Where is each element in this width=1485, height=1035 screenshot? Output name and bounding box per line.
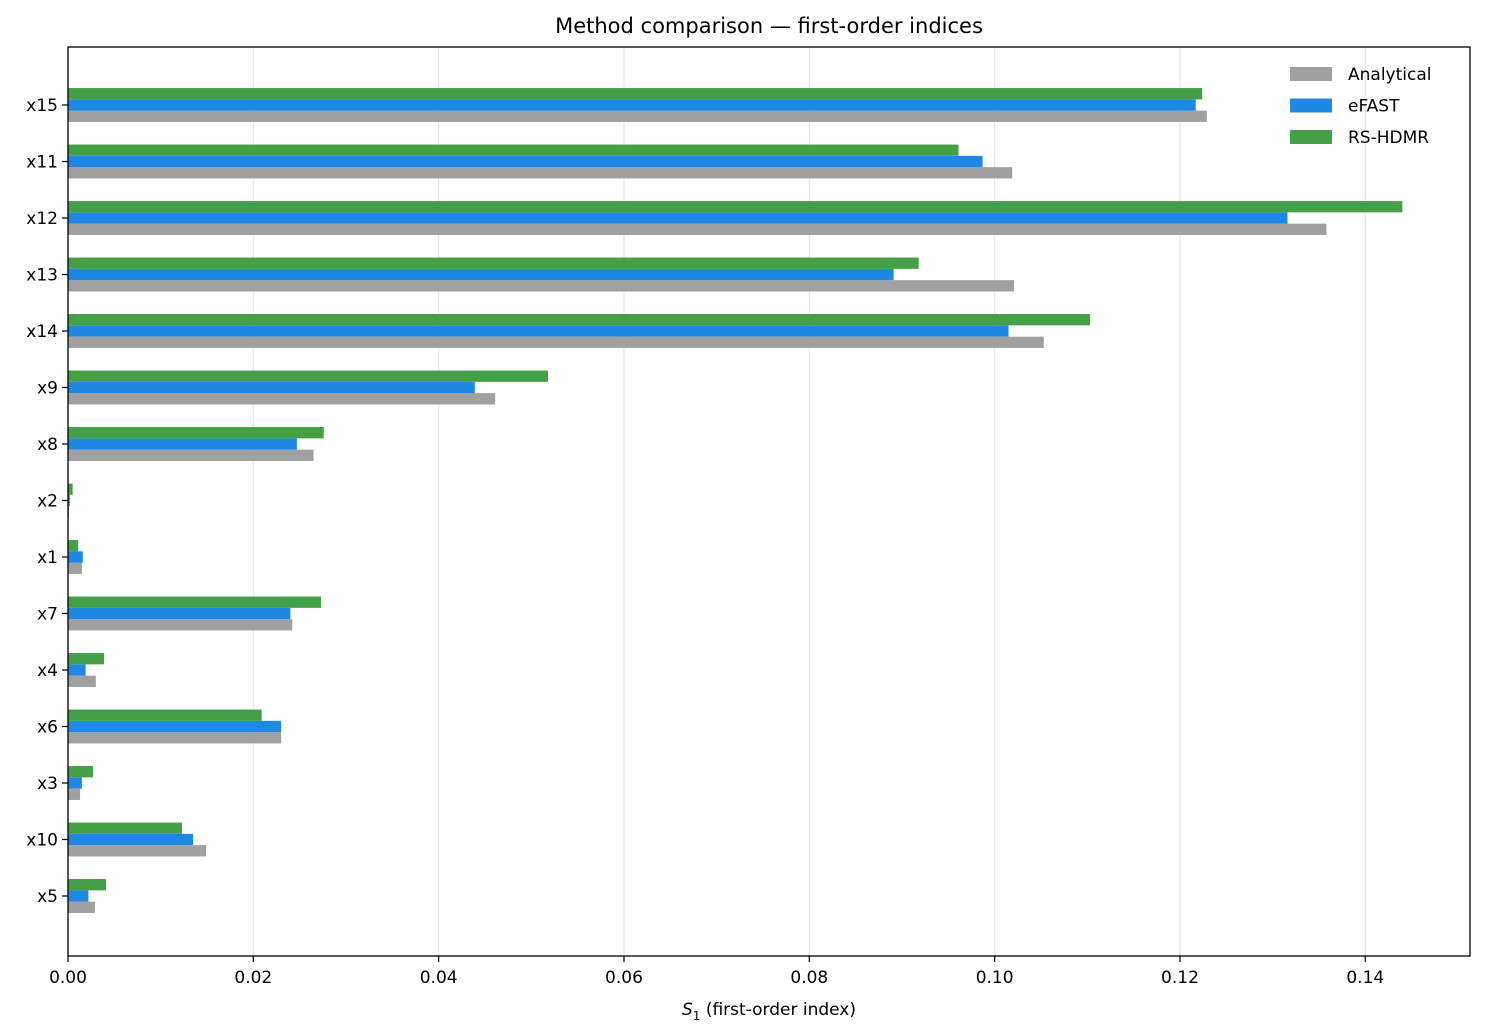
legend-label: eFAST — [1348, 97, 1400, 117]
x-tick-label: 0.12 — [1161, 968, 1199, 988]
y-tick-label-x2: x2 — [37, 492, 58, 512]
bar-efast-x3 — [68, 777, 82, 789]
legend-swatch — [1290, 98, 1332, 113]
legend-swatch — [1290, 130, 1332, 144]
bar-rs-hdmr-x8 — [68, 427, 324, 439]
bar-analytical-x10 — [68, 845, 207, 857]
bar-rs-hdmr-x15 — [68, 88, 1203, 100]
y-tick-label-x11: x11 — [26, 153, 58, 173]
legend-swatch — [1290, 67, 1332, 81]
bar-analytical-x15 — [68, 110, 1207, 122]
bar-rs-hdmr-x4 — [68, 653, 105, 665]
y-tick-label-x9: x9 — [37, 379, 58, 399]
bar-rs-hdmr-x14 — [68, 314, 1091, 326]
bar-efast-x6 — [68, 720, 282, 733]
bar-analytical-x9 — [68, 393, 496, 405]
x-tick-label: 0.08 — [790, 968, 828, 988]
chart-title: Method comparison — first-order indices — [555, 14, 983, 38]
plot-frame — [67, 46, 1471, 957]
y-tick-label-x12: x12 — [26, 209, 58, 229]
bar-efast-x2 — [68, 494, 70, 507]
bar-analytical-x5 — [68, 901, 95, 913]
x-tick-label: 0.00 — [49, 968, 87, 988]
bar-rs-hdmr-x13 — [68, 257, 919, 269]
bar-rs-hdmr-x12 — [68, 201, 1403, 213]
x-axis-label-rest: (first-order index) — [700, 1000, 856, 1020]
bar-analytical-x6 — [68, 732, 282, 744]
y-tick-label-x7: x7 — [37, 605, 58, 625]
bar-analytical-x8 — [68, 449, 314, 461]
x-axis-label: S1 (first-order index) — [682, 1000, 856, 1023]
bar-analytical-x3 — [68, 788, 81, 800]
bar-rs-hdmr-x2 — [68, 483, 73, 495]
bar-efast-x4 — [68, 664, 86, 676]
bar-analytical-x14 — [68, 336, 1044, 348]
bar-analytical-x1 — [68, 562, 82, 574]
bar-analytical-x7 — [68, 619, 293, 631]
bar-efast-x1 — [68, 551, 83, 563]
bar-efast-x10 — [68, 833, 194, 846]
bar-rs-hdmr-x5 — [68, 879, 106, 891]
bar-rs-hdmr-x3 — [68, 766, 94, 778]
y-tick-label-x3: x3 — [37, 774, 58, 794]
y-tick-label-x13: x13 — [26, 266, 58, 286]
legend-label: Analytical — [1348, 65, 1431, 85]
bar-efast-x15 — [68, 99, 1196, 111]
y-tick-label-x10: x10 — [26, 831, 58, 851]
bar-rs-hdmr-x10 — [68, 822, 182, 834]
bar-analytical-x13 — [68, 280, 1015, 292]
x-tick-label: 0.04 — [420, 968, 458, 988]
x-tick-label: 0.06 — [605, 968, 643, 988]
bar-analytical-x12 — [68, 223, 1327, 235]
bar-efast-x7 — [68, 607, 291, 620]
x-tick-label: 0.14 — [1346, 968, 1384, 988]
x-tick-label: 0.02 — [234, 968, 272, 988]
bar-analytical-x11 — [68, 167, 1013, 179]
bar-efast-x11 — [68, 155, 983, 168]
bar-efast-x9 — [68, 381, 475, 394]
y-tick-label-x1: x1 — [37, 548, 58, 568]
x-axis-label-subscript: 1 — [693, 1009, 701, 1023]
bar-rs-hdmr-x7 — [68, 596, 321, 608]
y-tick-label-x8: x8 — [37, 435, 58, 455]
x-axis-ticks: 0.00 0.02 0.04 0.06 0.08 0.10 0.12 0.14 — [49, 956, 1384, 988]
bar-analytical-x4 — [68, 675, 96, 687]
bar-rs-hdmr-x1 — [68, 540, 79, 552]
bar-efast-x14 — [68, 325, 1009, 337]
bar-efast-x5 — [68, 890, 89, 902]
bar-rs-hdmr-x11 — [68, 144, 959, 156]
y-tick-label-x15: x15 — [26, 96, 58, 116]
y-tick-label-x4: x4 — [37, 661, 58, 681]
bars — [68, 88, 1403, 913]
x-axis-label-symbol: S — [682, 1000, 693, 1020]
bar-efast-x8 — [68, 438, 297, 450]
bar-rs-hdmr-x6 — [68, 709, 262, 721]
y-tick-label-x5: x5 — [37, 887, 58, 907]
legend-label: RS-HDMR — [1348, 128, 1429, 148]
bar-rs-hdmr-x9 — [68, 370, 548, 382]
bar-efast-x12 — [68, 212, 1288, 224]
y-tick-label-x14: x14 — [26, 322, 58, 342]
y-tick-label-x6: x6 — [37, 718, 58, 738]
y-axis-ticks: x15 x11 x12 x13 x14 x9 x8 x2 x1 x7 x4 x6 x3 x10 x5 — [26, 96, 68, 907]
legend: Analytical eFAST RS-HDMR — [1290, 65, 1431, 148]
bar-efast-x13 — [68, 268, 894, 281]
x-tick-label: 0.10 — [976, 968, 1014, 988]
